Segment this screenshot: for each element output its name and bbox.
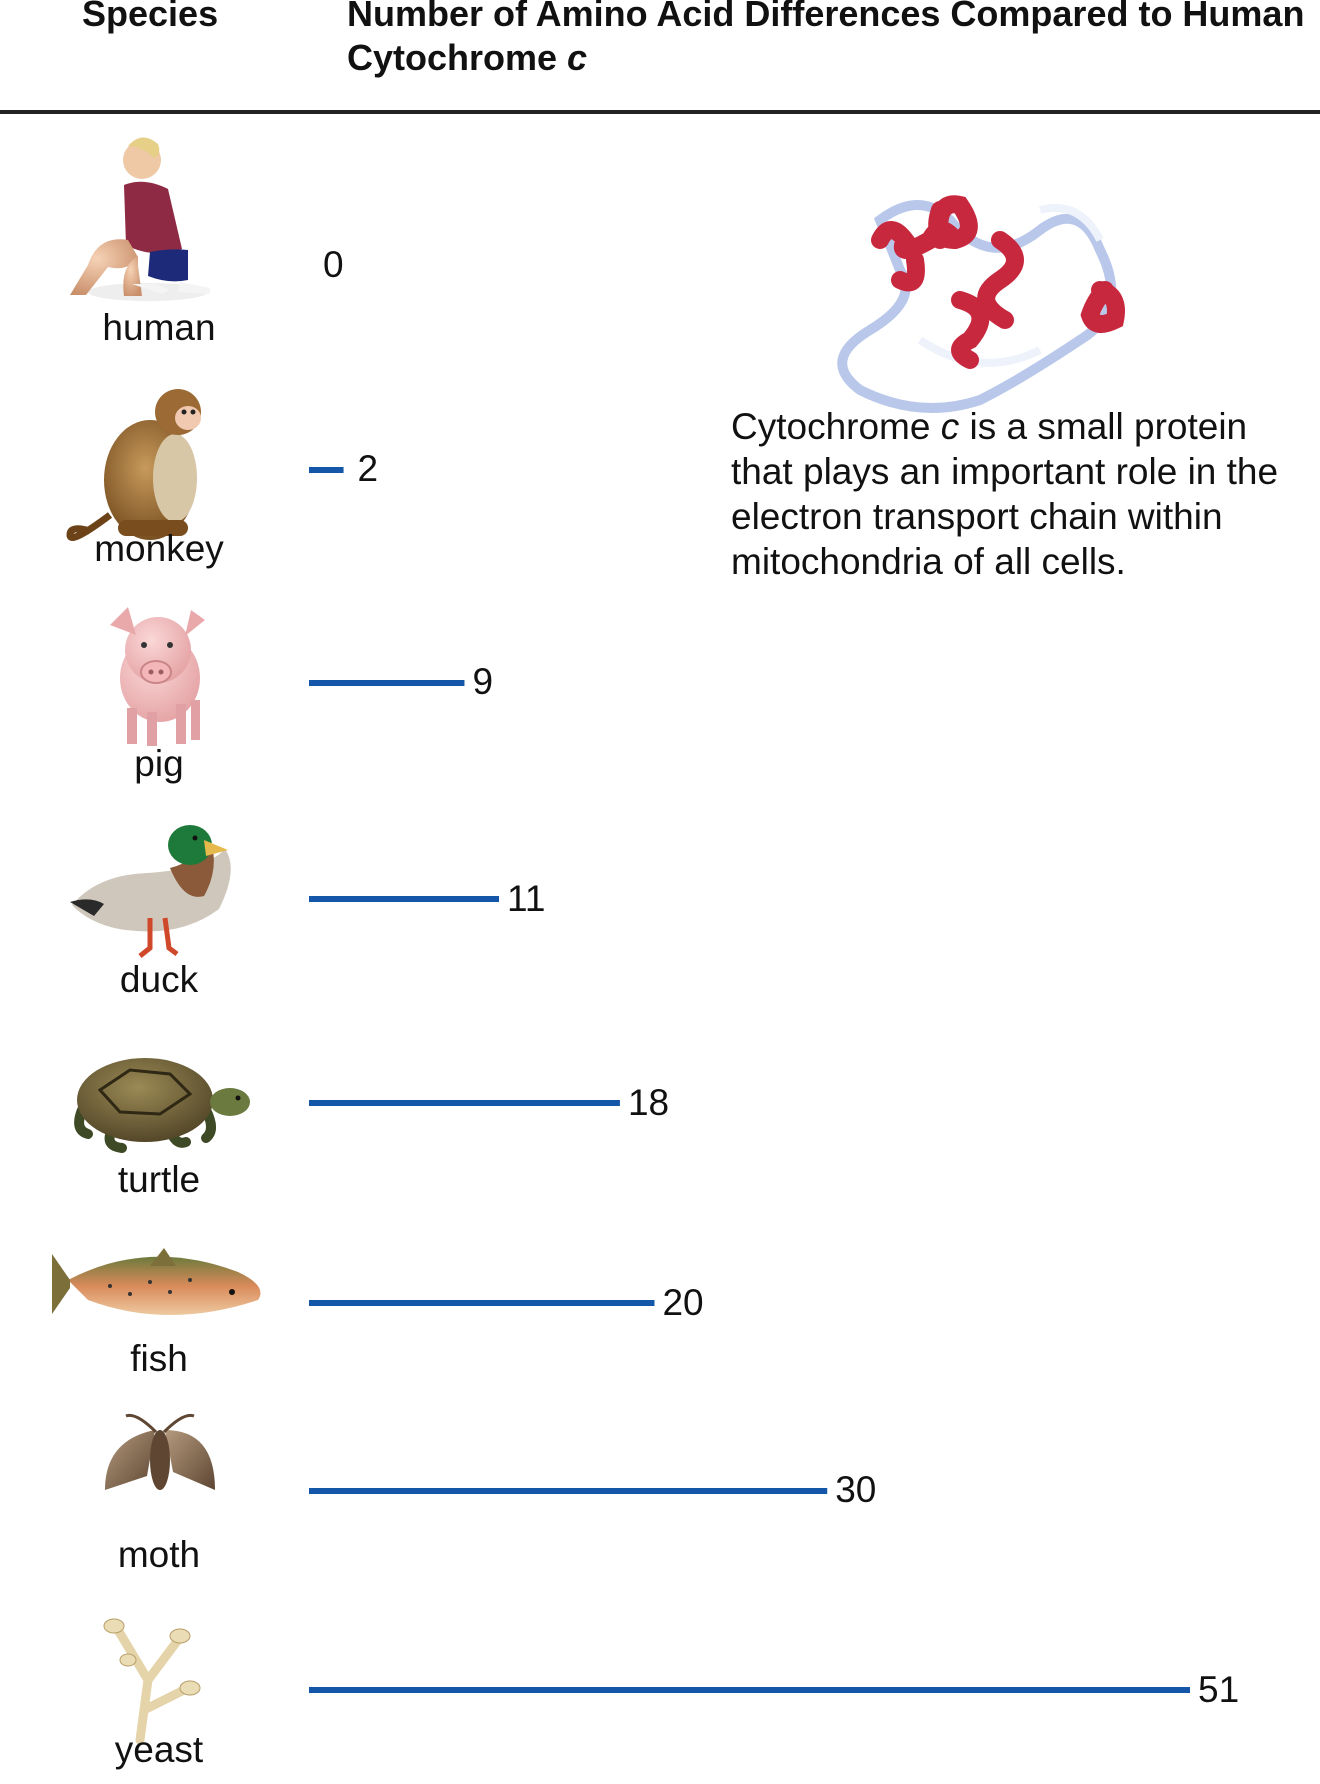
species-label-human: human bbox=[102, 307, 215, 348]
bar-turtle bbox=[309, 1100, 620, 1106]
bar-duck bbox=[309, 896, 500, 902]
yeast-icon bbox=[103, 1618, 201, 1745]
bar-fish bbox=[309, 1300, 655, 1306]
value-label-moth: 30 bbox=[835, 1469, 876, 1510]
pig-icon bbox=[110, 607, 205, 746]
metric-header-italic: c bbox=[567, 37, 588, 78]
metric-column-header: Number of Amino Acid Differences Compare… bbox=[347, 0, 1307, 80]
bar-monkey bbox=[309, 467, 344, 473]
value-label-pig: 9 bbox=[472, 661, 493, 702]
species-label-duck: duck bbox=[120, 959, 199, 1000]
monkey-icon bbox=[66, 389, 201, 541]
header-divider bbox=[0, 110, 1320, 114]
species-label-moth: moth bbox=[118, 1534, 200, 1575]
value-label-duck: 11 bbox=[507, 878, 545, 919]
human-icon bbox=[70, 137, 210, 301]
cytochrome-c-note: Cytochrome c is a small protein that pla… bbox=[731, 404, 1311, 584]
duck-icon bbox=[70, 825, 231, 958]
bar-pig bbox=[309, 680, 465, 686]
species-label-turtle: turtle bbox=[118, 1159, 200, 1200]
note-text-italic: c bbox=[940, 406, 960, 447]
value-label-human: 0 bbox=[323, 244, 344, 285]
note-text-post: is a small protein that plays an importa… bbox=[731, 406, 1279, 582]
species-label-pig: pig bbox=[134, 743, 183, 784]
fish-icon bbox=[52, 1248, 261, 1315]
metric-header-text: Number of Amino Acid Differences Compare… bbox=[347, 0, 1305, 78]
moth-icon bbox=[105, 1413, 215, 1490]
species-label-yeast: yeast bbox=[115, 1729, 204, 1770]
value-label-monkey: 2 bbox=[358, 448, 379, 489]
bar-yeast bbox=[309, 1687, 1190, 1693]
value-labels: 0 2 9 11 18 20 30 51 bbox=[323, 244, 1239, 1710]
bar-moth bbox=[309, 1488, 828, 1494]
value-label-yeast: 51 bbox=[1198, 1669, 1239, 1710]
species-labels: human monkey pig duck turtle fish moth yeast bbox=[94, 307, 224, 1770]
cytochrome-c-structure-illustration bbox=[837, 195, 1125, 413]
species-label-fish: fish bbox=[130, 1338, 188, 1379]
value-label-turtle: 18 bbox=[628, 1082, 669, 1123]
value-label-fish: 20 bbox=[662, 1282, 703, 1323]
species-label-monkey: monkey bbox=[94, 528, 224, 569]
note-text-pre: Cytochrome bbox=[731, 406, 941, 447]
species-column-header: Species bbox=[82, 0, 219, 34]
turtle-icon bbox=[74, 1058, 250, 1153]
bars bbox=[309, 467, 1190, 1693]
